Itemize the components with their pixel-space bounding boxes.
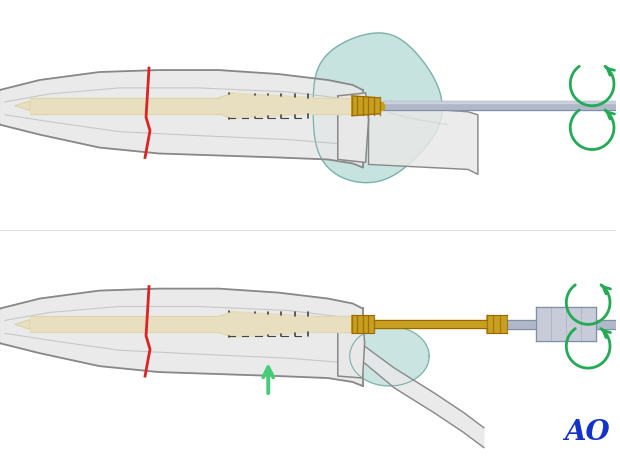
Polygon shape xyxy=(313,33,442,183)
Polygon shape xyxy=(229,312,313,337)
Polygon shape xyxy=(352,315,374,333)
Polygon shape xyxy=(313,316,353,332)
Polygon shape xyxy=(0,70,363,168)
Polygon shape xyxy=(313,98,353,114)
Polygon shape xyxy=(229,93,313,119)
Polygon shape xyxy=(30,98,219,114)
Polygon shape xyxy=(15,101,30,111)
Text: AO: AO xyxy=(564,419,610,446)
Polygon shape xyxy=(379,102,384,110)
Polygon shape xyxy=(384,101,616,103)
Polygon shape xyxy=(350,326,429,386)
Polygon shape xyxy=(596,320,616,329)
Polygon shape xyxy=(0,289,363,386)
Polygon shape xyxy=(487,315,507,333)
Polygon shape xyxy=(352,96,379,116)
Polygon shape xyxy=(219,312,234,337)
Polygon shape xyxy=(338,93,368,162)
Polygon shape xyxy=(384,101,616,110)
Polygon shape xyxy=(219,93,234,119)
Polygon shape xyxy=(338,316,365,378)
Polygon shape xyxy=(30,316,219,332)
Polygon shape xyxy=(368,105,478,174)
Polygon shape xyxy=(507,320,536,329)
Polygon shape xyxy=(536,308,596,341)
Polygon shape xyxy=(15,319,30,329)
Polygon shape xyxy=(374,320,487,328)
Polygon shape xyxy=(365,346,484,448)
